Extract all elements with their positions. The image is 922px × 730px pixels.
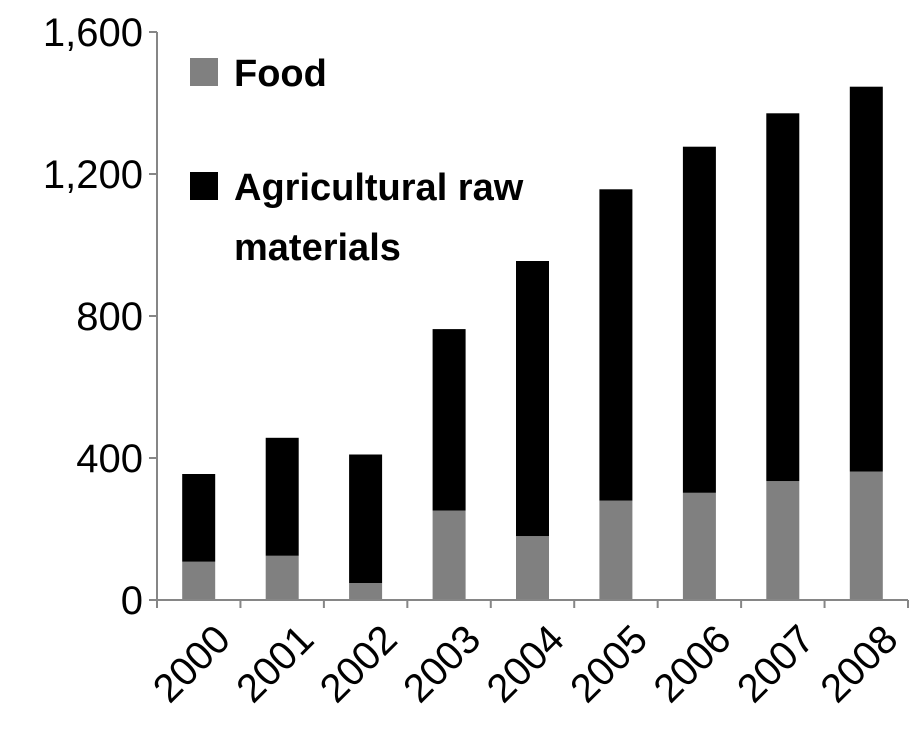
bar-agricultural-raw-materials-2002 bbox=[349, 454, 383, 583]
legend-label-agricultural-raw-materials: Agricultural raw bbox=[234, 167, 524, 209]
bar-food-2003 bbox=[432, 510, 466, 600]
bar-food-2002 bbox=[349, 583, 383, 600]
x-tick-label: 2005 bbox=[562, 617, 656, 711]
x-tick-label: 2001 bbox=[228, 617, 322, 711]
legend-label-food: Food bbox=[234, 53, 327, 95]
bar-agricultural-raw-materials-2004 bbox=[516, 261, 549, 537]
x-tick-label: 2002 bbox=[312, 617, 406, 711]
bar-food-2005 bbox=[599, 500, 633, 600]
legend: Food Agricultural raw materials bbox=[190, 53, 524, 269]
y-tick-label: 800 bbox=[76, 295, 143, 339]
bar-agricultural-raw-materials-2006 bbox=[682, 146, 716, 493]
bar-agricultural-raw-materials-2000 bbox=[182, 474, 216, 562]
legend-swatch-food bbox=[190, 58, 218, 86]
bar-agricultural-raw-materials-2007 bbox=[766, 113, 800, 482]
y-tick-label: 1,600 bbox=[43, 11, 143, 55]
x-tick-label: 2003 bbox=[395, 617, 489, 711]
bar-agricultural-raw-materials-2001 bbox=[265, 437, 299, 556]
bar-agricultural-raw-materials-2005 bbox=[599, 189, 633, 501]
bar-agricultural-raw-materials-2008 bbox=[849, 86, 883, 472]
x-tick-label: 2008 bbox=[812, 617, 906, 711]
x-tick-label: 2004 bbox=[479, 617, 573, 711]
bar-food-2008 bbox=[849, 471, 883, 600]
x-tick-label: 2006 bbox=[646, 617, 740, 711]
x-tick-label: 2007 bbox=[729, 617, 823, 711]
x-tick-label: 2000 bbox=[145, 617, 239, 711]
bar-agricultural-raw-materials-2003 bbox=[432, 329, 466, 511]
bar-food-2007 bbox=[766, 481, 800, 600]
y-tick-label: 0 bbox=[121, 579, 143, 623]
legend-label-agricultural-raw-materials: materials bbox=[234, 227, 401, 269]
bar-food-2000 bbox=[182, 561, 216, 600]
bar-food-2006 bbox=[682, 492, 716, 600]
legend-swatch-agricultural-raw-materials bbox=[190, 172, 218, 200]
bar-food-2001 bbox=[265, 555, 299, 600]
bar-food-2004 bbox=[516, 536, 549, 600]
y-tick-label: 400 bbox=[76, 437, 143, 481]
y-tick-label: 1,200 bbox=[43, 153, 143, 197]
bars-layer bbox=[182, 86, 883, 600]
